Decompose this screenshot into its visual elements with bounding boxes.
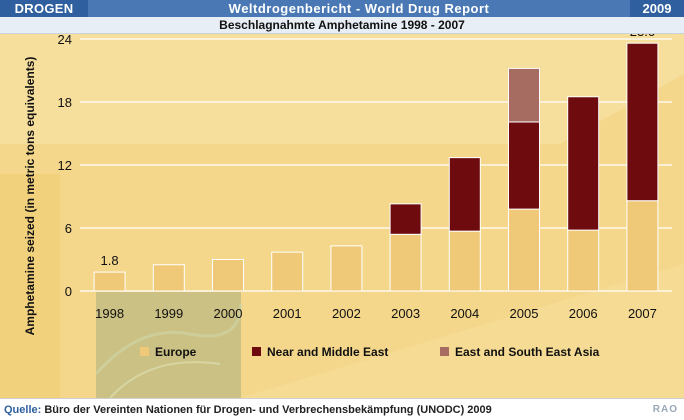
section-label: DROGEN <box>0 0 88 17</box>
x-tick-label: 2001 <box>273 306 302 321</box>
bar-segment <box>389 233 422 292</box>
bar-segment <box>448 230 481 292</box>
source-note: Quelle: Büro der Vereinten Nationen für … <box>4 404 492 416</box>
report-year: 2009 <box>630 0 684 17</box>
legend-label: East and South East Asia <box>455 345 600 359</box>
plant-photo-image <box>96 292 241 398</box>
bar-segment <box>567 96 600 231</box>
x-tick-label: 2005 <box>510 306 539 321</box>
chart-area: 0 6 12 18 24 1998 1999 2000 2001 2002 2003 2004 200… <box>0 24 684 399</box>
bar-segment <box>389 203 422 235</box>
bar-chart: 0 6 12 18 24 1998 1999 2000 2001 2002 2003 2004 200… <box>0 24 684 399</box>
bar-segment <box>626 200 659 292</box>
bar-segment <box>626 42 659 202</box>
x-tick-label: 1998 <box>95 306 124 321</box>
footer: Quelle: Büro der Vereinten Nationen für … <box>0 398 684 420</box>
legend-label: Near and Middle East <box>267 345 388 359</box>
credit-label: RAO <box>652 404 678 415</box>
legend-swatch <box>252 347 261 356</box>
x-tick-label: 2006 <box>569 306 598 321</box>
source-label: Quelle: <box>4 404 42 416</box>
y-tick-label: 0 <box>65 284 72 299</box>
y-tick-label: 12 <box>58 158 72 173</box>
y-tick-label: 6 <box>65 221 72 236</box>
bars <box>93 42 659 292</box>
bar-segment <box>271 251 304 292</box>
x-tick-label: 2003 <box>391 306 420 321</box>
source-text: Büro der Vereinten Nationen für Drogen- … <box>44 404 492 416</box>
bar-segment <box>567 229 600 292</box>
bar-segment <box>330 245 363 292</box>
data-label: 1.8 <box>101 253 119 268</box>
bar-segment <box>448 157 481 232</box>
x-tick-label: 1999 <box>154 306 183 321</box>
y-tick-label: 24 <box>58 34 72 47</box>
x-tick-label: 2000 <box>214 306 243 321</box>
bar-segment <box>508 208 540 292</box>
bar-segment <box>152 264 185 292</box>
legend-swatch <box>440 347 449 356</box>
legend: Europe Near and Middle East East and South… <box>140 345 600 359</box>
legend-label: Europe <box>155 345 197 359</box>
bar-segment <box>212 259 244 292</box>
x-tick-labels: 1998 1999 2000 2001 2002 2003 2004 2005 2006 2007 <box>95 306 657 321</box>
y-tick-label: 18 <box>58 95 72 110</box>
y-axis-label: Amphetamine seized (in metric tons equiv… <box>23 57 37 336</box>
bar-segment <box>508 121 540 210</box>
x-tick-label: 2004 <box>450 306 479 321</box>
y-tick-labels: 0 6 12 18 24 <box>58 32 72 299</box>
chart-title: Beschlagnahmte Amphetamine 1998 - 2007 <box>0 17 684 34</box>
header-bar: DROGEN Weltdrogenbericht - World Drug Re… <box>0 0 684 17</box>
background-decoration <box>0 34 684 399</box>
bar-segment <box>508 67 540 123</box>
report-title: Weltdrogenbericht - World Drug Report <box>228 1 490 16</box>
data-label: 23.6 <box>630 34 655 39</box>
x-tick-label: 2007 <box>628 306 657 321</box>
legend-swatch <box>140 347 149 356</box>
bar-segment <box>93 271 126 292</box>
x-tick-label: 2002 <box>332 306 361 321</box>
